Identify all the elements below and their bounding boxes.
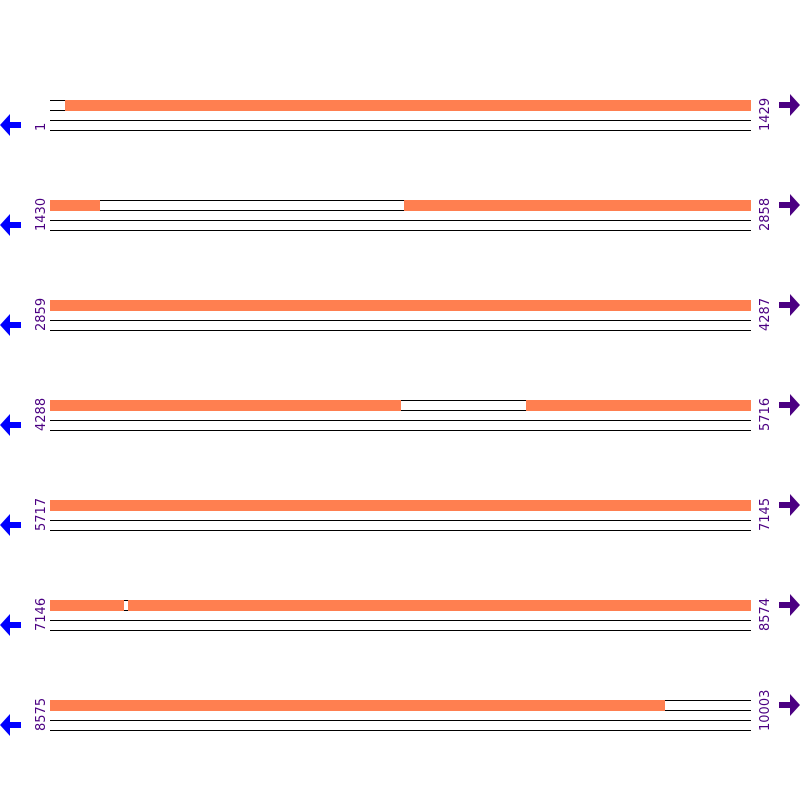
coverage-segment (50, 300, 751, 311)
row-end-label: 4287 (758, 297, 773, 331)
track-line (50, 420, 751, 421)
arrow-right-icon[interactable] (779, 594, 800, 616)
coverage-segment (127, 600, 751, 611)
sequence-row: 5717 7145 (0, 494, 800, 540)
sequence-row: 4288 5716 (0, 394, 800, 440)
arrow-left-icon[interactable] (0, 614, 22, 636)
row-start-label: 2859 (34, 297, 49, 331)
arrow-left-icon[interactable] (0, 114, 22, 136)
track-line (50, 330, 751, 331)
row-start-label: 1430 (34, 197, 49, 231)
arrow-right-icon[interactable] (779, 394, 800, 416)
sequence-row: 2859 4287 (0, 294, 800, 340)
track-line (50, 230, 751, 231)
row-end-label: 7145 (758, 497, 773, 531)
coverage-segment (50, 500, 751, 511)
sequence-row: 8575 10003 (0, 690, 800, 740)
track-line (50, 320, 751, 321)
track-line (50, 520, 751, 521)
row-start-label: 5717 (34, 497, 49, 531)
arrow-left-icon[interactable] (0, 514, 22, 536)
track-line (50, 620, 751, 621)
track-line (50, 730, 751, 731)
arrow-right-icon[interactable] (779, 194, 800, 216)
arrow-left-icon[interactable] (0, 314, 22, 336)
track-line (50, 200, 751, 201)
arrow-right-icon[interactable] (779, 494, 800, 516)
track-line (50, 130, 751, 131)
arrow-right-icon[interactable] (779, 94, 800, 116)
arrow-left-icon[interactable] (0, 214, 22, 236)
row-start-label: 7146 (34, 597, 49, 631)
coverage-segment (50, 400, 401, 411)
coverage-segment (526, 400, 751, 411)
track-line (50, 220, 751, 221)
sequence-row: 7146 8574 (0, 594, 800, 640)
track-line (50, 530, 751, 531)
coverage-segment (50, 200, 101, 211)
coverage-segment (50, 700, 665, 711)
track-line (50, 630, 751, 631)
sequence-row: 1 1429 (0, 94, 800, 140)
row-end-label: 5716 (758, 397, 773, 431)
arrow-right-icon[interactable] (779, 694, 800, 716)
row-start-label: 4288 (34, 397, 49, 431)
coverage-segment (65, 100, 751, 111)
row-start-label: 8575 (34, 697, 49, 731)
arrow-left-icon[interactable] (0, 414, 22, 436)
row-end-label: 1429 (758, 97, 773, 131)
track-line (50, 120, 751, 121)
row-end-label: 10003 (758, 689, 773, 731)
row-end-label: 2858 (758, 197, 773, 231)
track-line (50, 210, 751, 211)
row-end-label: 8574 (758, 597, 773, 631)
coverage-segment (403, 200, 751, 211)
track-line (50, 430, 751, 431)
arrow-left-icon[interactable] (0, 714, 22, 736)
row-start-label: 1 (34, 122, 49, 131)
sequence-row: 1430 2858 (0, 194, 800, 240)
coverage-segment (50, 600, 124, 611)
arrow-right-icon[interactable] (779, 294, 800, 316)
track-line (50, 720, 751, 721)
